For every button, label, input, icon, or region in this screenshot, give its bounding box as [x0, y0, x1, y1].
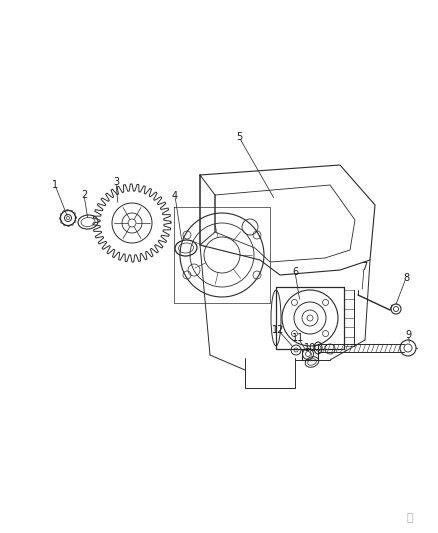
Text: 12: 12: [272, 325, 284, 335]
Text: 3: 3: [113, 177, 119, 187]
Text: 9: 9: [405, 330, 411, 340]
Text: 6: 6: [292, 267, 298, 277]
Text: 1: 1: [52, 180, 58, 190]
Text: 7: 7: [361, 262, 367, 272]
Text: 8: 8: [403, 273, 409, 283]
Text: 2: 2: [81, 190, 87, 200]
Text: 10: 10: [304, 343, 316, 353]
Text: 11: 11: [292, 333, 304, 343]
Text: 4: 4: [172, 191, 178, 201]
Text: ⤵: ⤵: [407, 513, 413, 523]
Text: 5: 5: [236, 132, 242, 142]
